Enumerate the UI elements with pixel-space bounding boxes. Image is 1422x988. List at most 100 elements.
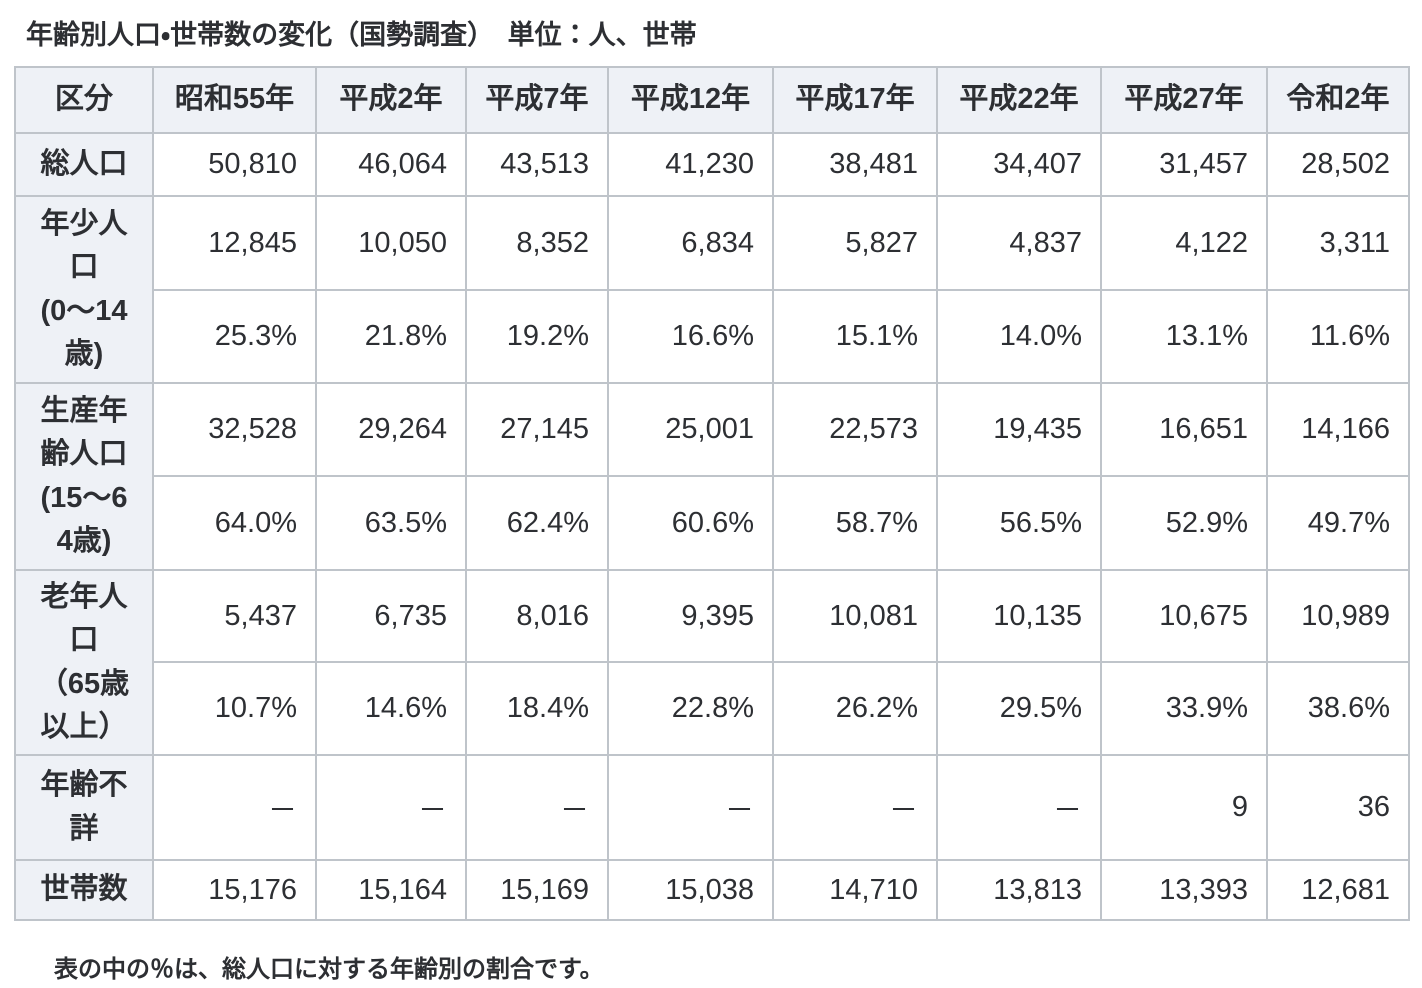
page-title: 年齢別人口・世帯数の変化（国勢調査） 単位：人、世帯 (26, 20, 697, 50)
value-cell: 29.5% (936, 661, 1102, 756)
value-cell: 25.3% (152, 289, 317, 384)
value-cell: 15,176 (152, 859, 317, 921)
value-cell: 43,513 (465, 132, 609, 197)
header-cell-showa55: 昭和55年 (152, 66, 317, 134)
value-cell: 12,845 (152, 195, 317, 291)
value-cell: 15.1% (772, 289, 938, 384)
value-cell: 10,675 (1100, 569, 1268, 663)
row-young-population-count: 年少人 口 (0～14 歳) 12,845 10,050 8,352 6,834… (14, 195, 1410, 384)
value-cell: 22,573 (772, 382, 938, 477)
value-cell: 9 (1100, 754, 1268, 861)
value-cell: 50,810 (152, 132, 317, 197)
header-cell-category: 区分 (14, 66, 154, 134)
footnote: 表の中の％は、総人口に対する年齢別の割合です。 (54, 956, 604, 983)
value-cell: 26.2% (772, 661, 938, 756)
population-table: 区分 昭和55年 平成2年 平成7年 平成12年 平成17年 平成22年 平成2… (14, 66, 1410, 921)
value-cell: 16.6% (607, 289, 774, 384)
value-cell: 8,016 (465, 569, 609, 663)
value-cell: 64.0% (152, 475, 317, 571)
header-cell-heisei7: 平成7年 (465, 66, 609, 134)
row-elderly-percent: 10.7% 14.6% 18.4% 22.8% 26.2% 29.5% 33.9… (15, 661, 1410, 756)
value-cell: 14,710 (772, 859, 938, 921)
value-cell: 25,001 (607, 382, 774, 477)
value-cell: 27,145 (465, 382, 609, 477)
value-cell: 36 (1266, 754, 1410, 861)
value-cell: 10,050 (315, 195, 467, 291)
value-cell: － (607, 754, 774, 861)
value-cell: 10.7% (152, 661, 317, 756)
value-cell: 22.8% (607, 661, 774, 756)
value-cell: 56.5% (936, 475, 1102, 571)
header-row: 区分 昭和55年 平成2年 平成7年 平成12年 平成17年 平成22年 平成2… (14, 66, 1410, 134)
value-cell: 10,135 (936, 569, 1102, 663)
row-households: 世帯数 15,176 15,164 15,169 15,038 14,710 1… (14, 859, 1410, 921)
value-cell: 41,230 (607, 132, 774, 197)
row-total-population: 総人口 50,810 46,064 43,513 41,230 38,481 3… (14, 132, 1410, 197)
value-cell: 6,834 (607, 195, 774, 291)
row-label-total-population: 総人口 (14, 132, 154, 197)
value-cell: 10,081 (772, 569, 938, 663)
value-cell: 34,407 (936, 132, 1102, 197)
value-cell: 15,038 (607, 859, 774, 921)
value-cell: 29,264 (315, 382, 467, 477)
value-cell: 5,437 (152, 569, 317, 663)
value-cell: － (936, 754, 1102, 861)
value-cell: 4,122 (1100, 195, 1268, 291)
value-cell: 63.5% (315, 475, 467, 571)
value-cell: 11.6% (1266, 289, 1410, 384)
value-cell: 6,735 (315, 569, 467, 663)
value-cell: 8,352 (465, 195, 609, 291)
value-cell: 49.7% (1266, 475, 1410, 571)
value-cell: 13,393 (1100, 859, 1268, 921)
row-elderly-count: 老年人 口 （65歳 以上） 5,437 6,735 8,016 9,395 1… (14, 569, 1410, 756)
header-cell-heisei12: 平成12年 (607, 66, 774, 134)
value-cell: 15,169 (465, 859, 609, 921)
header-cell-reiwa2: 令和2年 (1266, 66, 1410, 134)
value-cell: － (152, 754, 317, 861)
value-cell: 21.8% (315, 289, 467, 384)
row-working-age-count: 生産年 齢人口 (15～6 4歳) 32,528 29,264 27,145 2… (14, 382, 1410, 571)
header-cell-heisei17: 平成17年 (772, 66, 938, 134)
value-cell: 46,064 (315, 132, 467, 197)
header-cell-heisei27: 平成27年 (1100, 66, 1268, 134)
header-cell-heisei2: 平成2年 (315, 66, 467, 134)
value-cell: － (465, 754, 609, 861)
value-cell: 52.9% (1100, 475, 1268, 571)
value-cell: 13,813 (936, 859, 1102, 921)
row-young-population-percent: 25.3% 21.8% 19.2% 16.6% 15.1% 14.0% 13.1… (15, 289, 1410, 384)
value-cell: 19.2% (465, 289, 609, 384)
row-label-age-unknown: 年齢不 詳 (14, 754, 154, 861)
value-cell: 10,989 (1266, 569, 1410, 663)
value-cell: 60.6% (607, 475, 774, 571)
value-cell: 3,311 (1266, 195, 1410, 291)
value-cell: 32,528 (152, 382, 317, 477)
value-cell: 13.1% (1100, 289, 1268, 384)
value-cell: 14.6% (315, 661, 467, 756)
value-cell: 62.4% (465, 475, 609, 571)
value-cell: 14.0% (936, 289, 1102, 384)
value-cell: － (772, 754, 938, 861)
value-cell: 5,827 (772, 195, 938, 291)
value-cell: 38,481 (772, 132, 938, 197)
value-cell: 15,164 (315, 859, 467, 921)
row-label-working-age: 生産年 齢人口 (15～6 4歳) (14, 382, 154, 571)
value-cell: 38.6% (1266, 661, 1410, 756)
value-cell: 14,166 (1266, 382, 1410, 477)
value-cell: 31,457 (1100, 132, 1268, 197)
value-cell: 19,435 (936, 382, 1102, 477)
value-cell: 16,651 (1100, 382, 1268, 477)
value-cell: 18.4% (465, 661, 609, 756)
row-working-age-percent: 64.0% 63.5% 62.4% 60.6% 58.7% 56.5% 52.9… (15, 475, 1410, 571)
value-cell: 33.9% (1100, 661, 1268, 756)
row-label-young-population: 年少人 口 (0～14 歳) (14, 195, 154, 384)
value-cell: 4,837 (936, 195, 1102, 291)
value-cell: 9,395 (607, 569, 774, 663)
row-label-households: 世帯数 (14, 859, 154, 921)
value-cell: 12,681 (1266, 859, 1410, 921)
row-age-unknown: 年齢不 詳 － － － － － － 9 36 (14, 754, 1410, 861)
row-label-elderly: 老年人 口 （65歳 以上） (14, 569, 154, 756)
value-cell: 28,502 (1266, 132, 1410, 197)
value-cell: 58.7% (772, 475, 938, 571)
value-cell: － (315, 754, 467, 861)
